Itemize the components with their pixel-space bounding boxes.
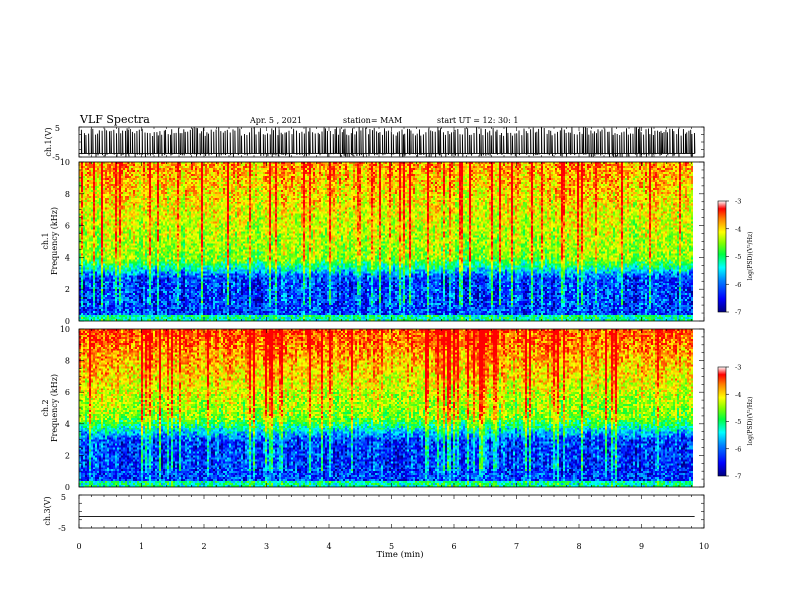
ch2-colorbar-scale bbox=[717, 366, 727, 477]
ch1-colorbar-scale bbox=[717, 200, 727, 313]
ch2-colorbar-tick-labels: -3 -4 -5 -6 -7 bbox=[726, 364, 741, 481]
frequency-tick-label: 0 bbox=[65, 483, 70, 492]
ch1-waveform-ylabel: ch.1(V) bbox=[44, 127, 53, 156]
ch2-colorbar-label: log(PSD)(V²/Hz) bbox=[747, 397, 754, 446]
date-label: Apr. 5 , 2021 bbox=[249, 116, 302, 125]
time-tick-label: 3 bbox=[264, 542, 269, 551]
time-tick-label: 7 bbox=[514, 542, 519, 551]
colorbar-tick-label: -5 bbox=[735, 418, 741, 426]
ch3-waveform-ylabel: ch.3(V) bbox=[43, 496, 52, 525]
ch2-spectrogram-ylabel-channel: ch.2 bbox=[41, 399, 50, 416]
station-label: station= MAM bbox=[343, 116, 402, 125]
time-tick-label: 2 bbox=[201, 542, 206, 551]
frequency-tick-label: 6 bbox=[65, 388, 70, 397]
ch3-ytick-bottom: -5 bbox=[58, 524, 66, 533]
ch3-waveform-ticks bbox=[78, 494, 705, 529]
frequency-tick-label: 10 bbox=[60, 325, 70, 334]
ch1-spectrogram-ylabel-frequency: Frequency (kHz) bbox=[50, 207, 59, 275]
colorbar-tick-label: -7 bbox=[735, 473, 741, 481]
ch2-frequency-tick-labels: 0 2 4 6 8 10 bbox=[60, 325, 70, 492]
frequency-tick-label: 4 bbox=[65, 253, 70, 262]
time-tick-label: 4 bbox=[326, 542, 331, 551]
ch2-spectrogram-image bbox=[79, 329, 693, 487]
ch1-colorbar-label: log(PSD)(V²/Hz) bbox=[747, 232, 754, 281]
frequency-tick-label: 8 bbox=[65, 190, 70, 199]
ch1-waveform-ticks bbox=[78, 126, 705, 158]
ch2-spectrogram-panel: 0 2 4 6 8 10 ch.2 Frequency (kHz) bbox=[41, 325, 705, 492]
time-tick-label: 1 bbox=[139, 542, 144, 551]
ch1-ytick-top: 5 bbox=[55, 124, 60, 133]
ch1-waveform-panel: 5 -5 ch.1(V) bbox=[44, 124, 705, 162]
time-tick-label: 5 bbox=[389, 542, 394, 551]
ch3-waveform-background bbox=[79, 495, 704, 528]
ch1-spectrogram-ylabel-channel: ch.1 bbox=[41, 232, 50, 249]
frequency-tick-label: 8 bbox=[65, 357, 70, 366]
ch3-waveform-panel: 5 -5 ch.3(V) bbox=[43, 493, 705, 533]
ch1-spectrogram-panel: 0 2 4 6 8 10 ch.1 Frequency (kHz) bbox=[41, 158, 705, 326]
ch1-spectrogram-image bbox=[79, 162, 693, 321]
time-tick-label: 0 bbox=[76, 542, 81, 551]
colorbar-tick-label: -3 bbox=[735, 364, 741, 372]
ch2-spectrogram-ylabel-frequency: Frequency (kHz) bbox=[50, 374, 59, 442]
ch2-colorbar: -3 -4 -5 -6 -7 log(PSD)(V²/Hz) bbox=[717, 364, 754, 481]
time-tick-label: 9 bbox=[639, 542, 644, 551]
start-time-label: start UT = 12: 30: 1 bbox=[437, 116, 518, 125]
time-tick-label: 8 bbox=[576, 542, 581, 551]
colorbar-tick-label: -6 bbox=[735, 281, 741, 289]
frequency-tick-label: 2 bbox=[65, 285, 70, 294]
time-axis-tick-labels: 0 1 2 3 4 5 6 7 8 9 10 bbox=[76, 542, 709, 551]
colorbar-tick-label: -3 bbox=[735, 198, 741, 206]
ch1-frequency-tick-labels: 0 2 4 6 8 10 bbox=[60, 158, 70, 326]
colorbar-tick-label: -7 bbox=[735, 309, 741, 317]
colorbar-tick-label: -4 bbox=[735, 225, 741, 233]
frequency-tick-label: 2 bbox=[65, 451, 70, 460]
ch1-colorbar: -3 -4 -5 -6 -7 log(PSD)(V²/Hz) bbox=[717, 198, 754, 317]
ch1-colorbar-tick-labels: -3 -4 -5 -6 -7 bbox=[726, 198, 741, 317]
ch1-spectrogram-ticks bbox=[78, 161, 705, 322]
time-tick-label: 6 bbox=[451, 542, 456, 551]
time-axis-label: Time (min) bbox=[376, 549, 423, 560]
time-tick-label: 10 bbox=[699, 542, 709, 551]
colorbar-tick-label: -5 bbox=[735, 253, 741, 261]
frequency-tick-label: 10 bbox=[60, 158, 70, 167]
frequency-tick-label: 4 bbox=[65, 420, 70, 429]
frequency-tick-label: 6 bbox=[65, 222, 70, 231]
figure-title: VLF Spectra bbox=[79, 113, 150, 126]
colorbar-tick-label: -6 bbox=[735, 445, 741, 453]
ch3-ytick-top: 5 bbox=[61, 493, 66, 502]
ch1-ytick-bottom: -5 bbox=[52, 153, 60, 162]
ch2-spectrogram-ticks bbox=[78, 328, 705, 488]
frequency-tick-label: 0 bbox=[65, 317, 70, 326]
colorbar-tick-label: -4 bbox=[735, 391, 741, 399]
